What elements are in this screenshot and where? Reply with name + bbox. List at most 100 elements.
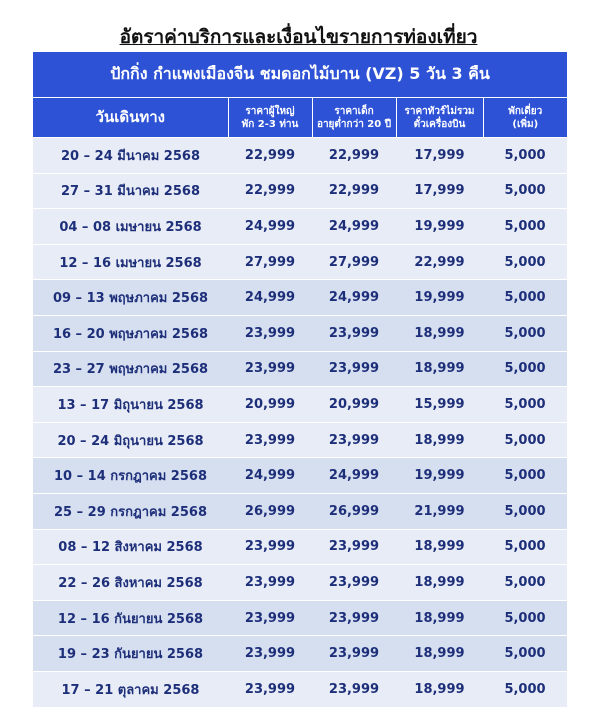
price-cell: 23,999: [228, 599, 312, 636]
date-cell: 20 – 24 มิถุนายน 2568: [33, 421, 228, 458]
table-row: 12 – 16 กันยายน 2568 23,999 23,999 18,999 5,…: [33, 599, 568, 636]
header-text: ราคาทัวร์ไม่รวม: [404, 105, 475, 117]
table-row: 09 – 13 พฤษภาคม 2568 24,999 24,999 19,999 5,…: [33, 279, 568, 316]
date-cell: 10 – 14 กรกฎาคม 2568: [33, 457, 228, 494]
price-cell: 18,999: [396, 670, 483, 707]
price-cell: 5,000: [483, 243, 568, 280]
price-cell: 24,999: [312, 457, 396, 494]
table-row: 23 – 27 พฤษภาคม 2568 23,999 23,999 18,999 5,…: [33, 350, 568, 387]
price-cell: 23,999: [312, 670, 396, 707]
price-cell: 22,999: [228, 172, 312, 209]
price-cell: 5,000: [483, 172, 568, 209]
date-cell: 25 – 29 กรกฎาคม 2568: [33, 492, 228, 530]
price-cell: 5,000: [483, 670, 568, 707]
price-cell: 5,000: [483, 457, 568, 494]
price-cell: 27,999: [228, 243, 312, 280]
date-cell: 27 – 31 มีนาคม 2568: [33, 172, 228, 209]
date-cell: 13 – 17 มิถุนายน 2568: [33, 386, 228, 423]
price-cell: 22,999: [228, 137, 312, 174]
price-cell: 23,999: [312, 564, 396, 601]
header-text: (เพิ่ม): [512, 118, 539, 130]
title: อัตราค่าบริการและเงื่อนไขรายการท่องเที่ย…: [119, 26, 478, 48]
price-cell: 23,999: [312, 528, 396, 565]
price-cell: 18,999: [396, 564, 483, 601]
table-row: 12 – 16 เมษายน 2568 27,999 27,999 22,999 5,0…: [33, 243, 568, 280]
price-cell: 5,000: [483, 421, 568, 458]
header-text: ราคาเด็ก: [334, 105, 374, 117]
date-cell: 08 – 12 สิงหาคม 2568: [33, 528, 228, 565]
date-cell: 17 – 21 ตุลาคม 2568: [33, 670, 228, 707]
price-cell: 23,999: [228, 350, 312, 387]
table-row: 20 – 24 มีนาคม 2568 22,999 22,999 17,999 5,0…: [33, 137, 568, 174]
price-cell: 18,999: [396, 350, 483, 387]
table-row: 17 – 21 ตุลาคม 2568 23,999 23,999 18,999 5,0…: [33, 670, 568, 707]
price-cell: 24,999: [228, 279, 312, 316]
price-cell: 19,999: [396, 208, 483, 245]
header-text: ราคาผู้ใหญ่: [245, 105, 295, 117]
price-cell: 23,999: [228, 564, 312, 601]
table-row: 10 – 14 กรกฎาคม 2568 24,999 24,999 19,999 5,…: [33, 457, 568, 494]
table-row: 04 – 08 เมษายน 2568 24,999 24,999 19,999 5,0…: [33, 208, 568, 245]
header-row: วันเดินทาง ราคาผู้ใหญ่ พัก 2-3 ท่าน ราคาเด็…: [33, 97, 568, 138]
price-cell: 20,999: [228, 386, 312, 423]
header-text: พักเดี่ยว: [508, 105, 543, 117]
price-cell: 19,999: [396, 457, 483, 494]
header-text: ตั๋วเครื่องบิน: [413, 118, 466, 130]
header-cell: พักเดี่ยว (เพิ่ม): [482, 97, 568, 138]
price-cell: 23,999: [228, 528, 312, 565]
date-cell: 19 – 23 กันยายน 2568: [33, 635, 228, 672]
price-cell: 22,999: [312, 137, 396, 174]
header-cell: ราคาเด็ก อายุต่ำกว่า 20 ปี: [311, 97, 396, 138]
price-cell: 18,999: [396, 528, 483, 565]
header-cell: วันเดินทาง: [33, 97, 228, 138]
price-cell: 23,999: [312, 635, 396, 672]
price-cell: 5,000: [483, 599, 568, 636]
subtitle: ปักกิ่ง กำแพงเมืองจีน ชมดอกไม้บาน (VZ) 5…: [33, 52, 568, 98]
date-cell: 22 – 26 สิงหาคม 2568: [33, 564, 228, 601]
price-cell: 5,000: [483, 137, 568, 174]
price-cell: 5,000: [483, 564, 568, 601]
price-cell: 5,000: [483, 350, 568, 387]
price-cell: 24,999: [228, 208, 312, 245]
price-cell: 23,999: [312, 599, 396, 636]
price-cell: 5,000: [483, 528, 568, 565]
table-row: 27 – 31 มีนาคม 2568 22,999 22,999 17,999 5,0…: [33, 172, 568, 209]
price-cell: 22,999: [312, 172, 396, 209]
price-cell: 17,999: [396, 137, 483, 174]
price-cell: 26,999: [228, 492, 312, 530]
date-cell: 04 – 08 เมษายน 2568: [33, 208, 228, 245]
table-row: 19 – 23 กันยายน 2568 23,999 23,999 18,999 5,…: [33, 635, 568, 672]
price-cell: 18,999: [396, 635, 483, 672]
date-cell: 23 – 27 พฤษภาคม 2568: [33, 350, 228, 387]
price-cell: 24,999: [228, 457, 312, 494]
table-row: 20 – 24 มิถุนายน 2568 23,999 23,999 18,999 5…: [33, 421, 568, 458]
price-cell: 17,999: [396, 172, 483, 209]
header-text: อายุต่ำกว่า 20 ปี: [316, 118, 392, 130]
table-row: 25 – 29 กรกฎาคม 2568 26,999 26,999 21,999 5,…: [33, 492, 568, 530]
header-cell: ราคาทัวร์ไม่รวม ตั๋วเครื่องบิน: [395, 97, 483, 138]
price-cell: 5,000: [483, 386, 568, 423]
date-cell: 09 – 13 พฤษภาคม 2568: [33, 279, 228, 316]
price-cell: 15,999: [396, 386, 483, 423]
table-row: 08 – 12 สิงหาคม 2568 23,999 23,999 18,999 5,…: [33, 528, 568, 565]
price-cell: 5,000: [483, 208, 568, 245]
price-cell: 18,999: [396, 421, 483, 458]
price-cell: 23,999: [228, 314, 312, 352]
subtitle-row: ปักกิ่ง กำแพงเมืองจีน ชมดอกไม้บาน (VZ) 5…: [33, 52, 568, 98]
price-cell: 23,999: [312, 314, 396, 352]
date-cell: 12 – 16 กันยายน 2568: [33, 599, 228, 636]
price-cell: 22,999: [396, 243, 483, 280]
price-cell: 18,999: [396, 314, 483, 352]
price-cell: 5,000: [483, 492, 568, 530]
date-cell: 16 – 20 พฤษภาคม 2568: [33, 314, 228, 352]
date-cell: 20 – 24 มีนาคม 2568: [33, 137, 228, 174]
table-body: ปักกิ่ง กำแพงเมืองจีน ชมดอกไม้บาน (VZ) 5…: [33, 52, 568, 707]
price-cell: 23,999: [228, 670, 312, 707]
table-row: 16 – 20 พฤษภาคม 2568 23,999 23,999 18,999 5,…: [33, 314, 568, 352]
price-cell: 23,999: [312, 421, 396, 458]
price-cell: 24,999: [312, 208, 396, 245]
price-cell: 19,999: [396, 279, 483, 316]
price-cell: 21,999: [396, 492, 483, 530]
price-cell: 23,999: [228, 421, 312, 458]
